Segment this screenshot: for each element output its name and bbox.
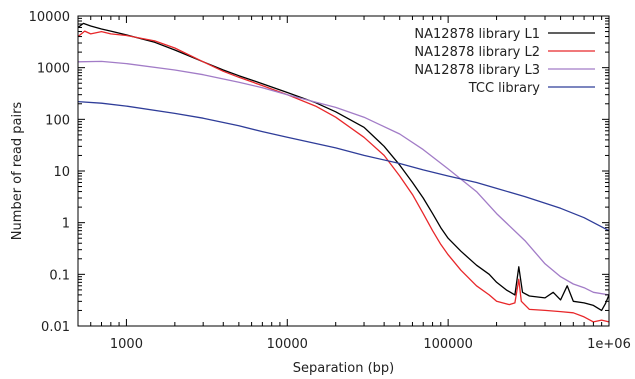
y-tick-label: 0.1 bbox=[49, 268, 70, 283]
series-layer bbox=[77, 22, 610, 323]
x-axis-title: Separation (bp) bbox=[293, 361, 394, 376]
x-tick-label: 1000 bbox=[110, 337, 143, 352]
x-tick-label: 10000 bbox=[267, 337, 308, 352]
y-tick-label: 10000 bbox=[29, 10, 70, 25]
legend-label-2: NA12878 library L2 bbox=[414, 45, 540, 60]
series-line-3 bbox=[77, 60, 610, 296]
y-tick-label: 1 bbox=[62, 217, 70, 232]
legend: NA12878 library L1 NA12878 library L2 NA12… bbox=[414, 27, 595, 96]
y-tick-label: 1000 bbox=[37, 62, 70, 77]
legend-label-4: TCC library bbox=[468, 81, 541, 96]
x-tick-label: 1e+06 bbox=[587, 337, 631, 352]
ticks-layer: 1000 10000 100000 1e+06 0.01 0.1 1 10 100 1000 100… bbox=[29, 10, 631, 352]
series-line-1 bbox=[77, 22, 610, 312]
series-line-4 bbox=[77, 100, 610, 232]
y-tick-label: 100 bbox=[45, 113, 70, 128]
series-line-2 bbox=[77, 30, 610, 323]
x-tick-label: 100000 bbox=[423, 337, 473, 352]
y-tick-label: 10 bbox=[53, 165, 70, 180]
legend-label-3: NA12878 library L3 bbox=[414, 63, 540, 78]
legend-label-1: NA12878 library L1 bbox=[414, 27, 540, 42]
y-tick-label: 0.01 bbox=[41, 320, 70, 335]
y-axis-title: Number of read pairs bbox=[10, 102, 25, 241]
